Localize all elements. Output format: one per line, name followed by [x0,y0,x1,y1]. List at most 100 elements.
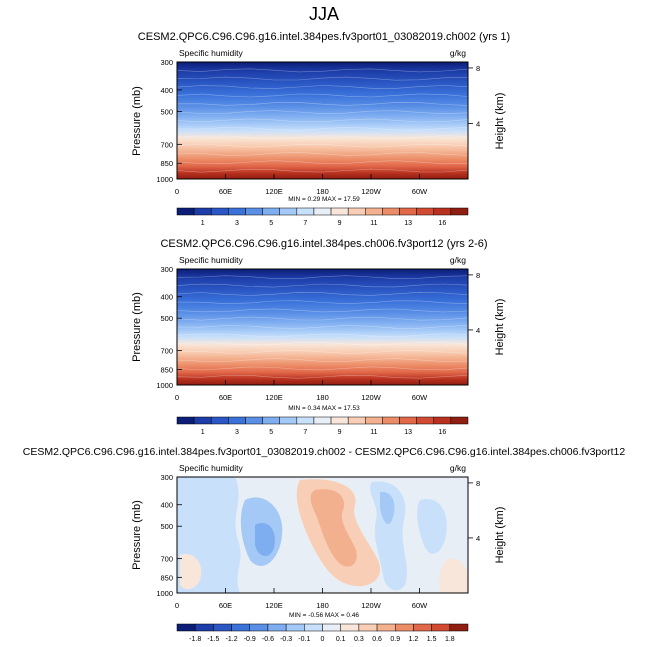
ytick-label-400: 400 [160,293,173,302]
colorbar-swatch [330,207,349,216]
contour-line [176,308,469,313]
colorbar-swatch [330,416,349,425]
panel-2-variable: Specific humidity [179,255,244,265]
panel-1-y2label: Height (km) [494,93,506,150]
panel-3-yticks: 300 400 500 700 850 1000 [156,473,182,598]
xtick-label-120W: 120W [361,601,382,610]
y2tick-label-4: 4 [476,326,480,335]
xtick-label-0: 0 [175,601,179,610]
contour-line [176,110,469,115]
xtick-label-180: 180 [316,187,329,196]
colorbar-swatch [176,623,196,632]
panel-2: CESM2.QPC6.C96.C96.g16.intel.384pes.ch00… [131,238,506,436]
panel-3-xticks: 0 60E 120E 180 120W 60W [175,588,428,610]
contour-line [176,85,469,89]
colorbar-swatch [193,207,212,216]
panel-1-units: g/kg [450,48,466,58]
colorbar-label: -0.6 [262,636,274,642]
diff-region-negative-far-right [417,499,447,554]
panel-3: CESM2.QPC6.C96.C96.g16.intel.384pes.fv3p… [23,446,626,643]
contour-line [176,374,469,379]
panel-1-colorbar: 1 3 5 7 9 11 13 16 [176,207,469,227]
ytick-label-400: 400 [160,501,173,510]
contour-line [176,366,469,371]
colorbar-swatch [279,207,298,216]
diff-region-negative-right-core [380,491,395,525]
xtick-label-0: 0 [175,187,179,196]
contour-line [176,143,469,148]
colorbar-swatch [262,207,280,216]
ytick-label-500: 500 [160,522,173,531]
xtick-label-120E: 120E [265,601,283,610]
ytick-label-1000: 1000 [156,381,173,390]
colorbar-label: 16 [438,429,446,436]
panel-1-plot-area [177,62,468,179]
ytick-label-400: 400 [160,86,173,95]
colorbar-label: 1.8 [445,636,455,642]
colorbar-label: 16 [438,220,446,227]
diff-region-negative-right [370,481,408,591]
colorbar-label: 13 [404,220,412,227]
colorbar-swatch [450,207,469,216]
colorbar-label: 11 [370,220,377,227]
colorbar-swatch [304,623,323,632]
panel-1-stats: MIN = 0.29 MAX = 17.59 [288,196,360,203]
colorbar-label: 13 [404,429,412,436]
colorbar-label: 0.1 [336,636,346,642]
contour-line [176,349,469,354]
y2tick-label-8: 8 [476,64,480,73]
ytick-label-1000: 1000 [156,589,173,598]
colorbar-label: -0.9 [244,636,256,642]
panel-1-variable: Specific humidity [179,48,244,58]
colorbar-label: -0.3 [280,636,292,642]
contour-line [177,102,469,106]
y2tick-label-4: 4 [476,534,480,543]
xtick-label-120W: 120W [361,393,382,402]
panel-2-units: g/kg [450,255,466,265]
colorbar-swatch [210,416,229,425]
colorbar-label: 1 [201,429,205,436]
panel-3-stats: MIN = -0.56 MAX = 0.46 [289,612,359,619]
colorbar-swatch [194,623,214,632]
colorbar-swatch [347,207,366,216]
contour-line [176,152,469,156]
figure-title: JJA [309,4,339,24]
colorbar-swatch [433,207,452,216]
colorbar-swatch [382,416,400,425]
ytick-label-700: 700 [160,555,173,564]
colorbar-swatch [313,416,332,425]
colorbar-swatch [296,416,315,425]
xtick-label-120E: 120E [265,187,283,196]
diff-region-positive-core [310,489,357,567]
panel-3-colorbar: -1.8 -1.5 -1.2 -0.9 -0.6 -0.3 -0.1 0 0.1 0.3 0.6 0.… [176,623,469,643]
panel-3-units: g/kg [450,463,466,473]
colorbar-swatch [213,623,232,632]
y2tick-label-8: 8 [476,479,480,488]
panel-2-yticks: 300 400 500 700 850 1000 [156,265,182,390]
panel-2-plot-area [177,269,468,385]
colorbar-label: 9 [338,429,342,436]
colorbar-swatch [431,623,451,632]
ytick-label-300: 300 [160,265,173,274]
colorbar-swatch [358,623,378,632]
panel-1-yticks: 300 400 500 700 850 1000 [156,58,182,184]
panel-1: CESM2.QPC6.C96.C96.g16.intel.384pes.fv3p… [131,31,510,227]
contour-line [176,283,469,288]
colorbar-label: 11 [370,429,377,436]
xtick-label-180: 180 [316,393,329,402]
colorbar-swatch [365,207,383,216]
contour-line [176,341,469,346]
panel-2-xticks: 0 60E 120E 180 120W 60W [175,380,428,402]
diff-region-positive-bottom-left [180,554,202,590]
contour-line [176,126,469,131]
xtick-label-120E: 120E [265,393,283,402]
contour-line [176,118,469,123]
colorbar-swatch [249,623,269,632]
panel-1-y2ticks: 84 [468,64,480,128]
contour-line [176,316,469,321]
panel-2-y2ticks: 84 [468,271,480,335]
panel-3-y2ticks: 84 [468,479,480,543]
xtick-label-60E: 60E [219,187,232,196]
colorbar-swatch [193,416,212,425]
